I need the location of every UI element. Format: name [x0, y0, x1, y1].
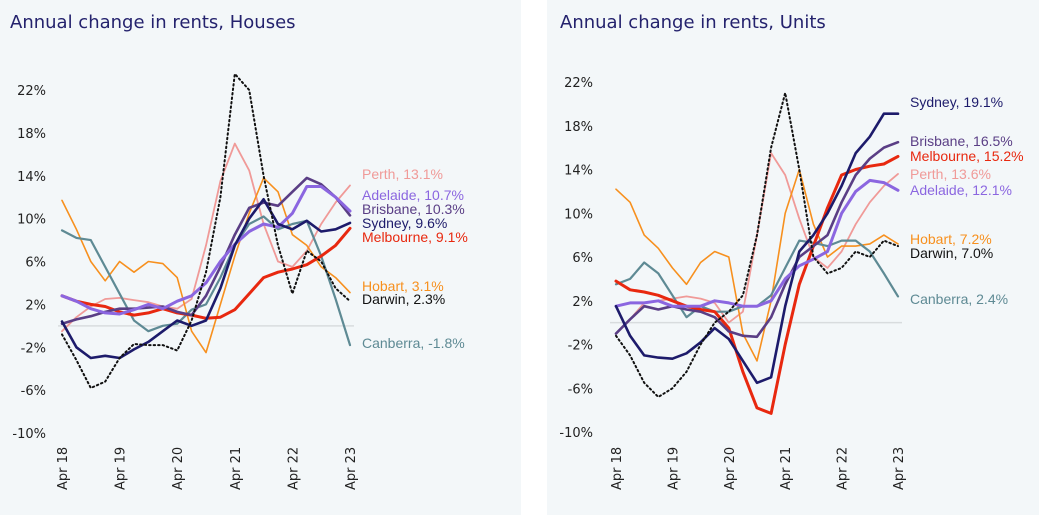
series-line-brisbane — [60, 176, 352, 326]
y-tick-label: 6% — [572, 251, 593, 266]
series-end-label-melbourne: Melbourne, 9.1% — [362, 229, 468, 245]
series-end-label-brisbane: Brisbane, 16.5% — [910, 133, 1013, 149]
y-tick-label: 14% — [17, 170, 46, 185]
x-tick-label: Apr 22 — [286, 447, 301, 490]
series-line-sydney — [60, 198, 352, 360]
series-end-label-adelaide: Adelaide, 10.7% — [362, 187, 464, 203]
series-line-adelaide — [614, 178, 900, 308]
y-tick-label: 2% — [572, 295, 593, 310]
x-tick-label: Apr 21 — [779, 447, 794, 490]
series-end-label-hobart: Hobart, 7.2% — [910, 231, 992, 247]
y-tick-label: 6% — [25, 256, 46, 271]
y-tick-label: 18% — [564, 120, 593, 135]
series-end-label-hobart: Hobart, 3.1% — [362, 278, 444, 294]
series-line-perth — [61, 142, 351, 333]
series-end-label-perth: Perth, 13.6% — [910, 166, 991, 182]
y-tick-label: -6% — [21, 384, 46, 399]
y-tick-label: -10% — [12, 427, 46, 442]
y-tick-label: 18% — [17, 127, 46, 142]
chart-title: Annual change in rents, Units — [560, 12, 826, 33]
units-chart-panel: Annual change in rents, Units — [547, 0, 1039, 515]
series-end-label-adelaide: Adelaide, 12.1% — [910, 182, 1012, 198]
series-line-melbourne — [614, 154, 900, 415]
x-tick-label: Apr 19 — [114, 447, 129, 490]
series-line-brisbane — [614, 140, 900, 339]
y-tick-label: -2% — [568, 339, 593, 354]
series-end-label-brisbane: Brisbane, 10.3% — [362, 201, 465, 217]
series-line-sydney — [614, 112, 900, 385]
x-tick-label: Apr 21 — [229, 447, 244, 490]
series-line-canberra — [60, 215, 352, 347]
chart-title: Annual change in rents, Houses — [10, 12, 296, 33]
series-end-label-darwin: Darwin, 2.3% — [362, 291, 445, 307]
x-tick-label: Apr 22 — [836, 447, 851, 490]
y-tick-label: -6% — [568, 382, 593, 397]
series-line-darwin — [61, 72, 351, 389]
houses-chart-panel: Annual change in rents, Houses — [0, 0, 521, 515]
x-tick-label: Apr 23 — [344, 447, 359, 490]
y-tick-label: 2% — [25, 298, 46, 313]
series-line-hobart — [615, 168, 899, 362]
x-tick-label: Apr 18 — [610, 447, 625, 490]
x-tick-label: Apr 19 — [666, 447, 681, 490]
x-tick-label: Apr 18 — [56, 447, 71, 490]
series-line-darwin — [615, 91, 899, 398]
series-end-label-sydney: Sydney, 9.6% — [362, 215, 447, 231]
series-end-label-sydney: Sydney, 19.1% — [910, 94, 1003, 110]
series-line-adelaide — [60, 185, 352, 316]
y-tick-label: -2% — [21, 341, 46, 356]
series-end-label-darwin: Darwin, 7.0% — [910, 245, 993, 261]
series-end-label-canberra: Canberra, -1.8% — [362, 335, 465, 351]
series-end-label-melbourne: Melbourne, 15.2% — [910, 148, 1024, 164]
y-tick-label: -10% — [559, 426, 593, 441]
series-end-label-perth: Perth, 13.1% — [362, 166, 443, 182]
x-tick-label: Apr 23 — [892, 447, 907, 490]
y-tick-label: 22% — [17, 84, 46, 99]
y-tick-label: 14% — [564, 164, 593, 179]
y-tick-label: 22% — [564, 76, 593, 91]
y-tick-label: 10% — [564, 207, 593, 222]
x-tick-label: Apr 20 — [171, 447, 186, 490]
series-end-label-canberra: Canberra, 2.4% — [910, 291, 1008, 307]
x-tick-label: Apr 20 — [723, 447, 738, 490]
y-tick-label: 10% — [17, 213, 46, 228]
